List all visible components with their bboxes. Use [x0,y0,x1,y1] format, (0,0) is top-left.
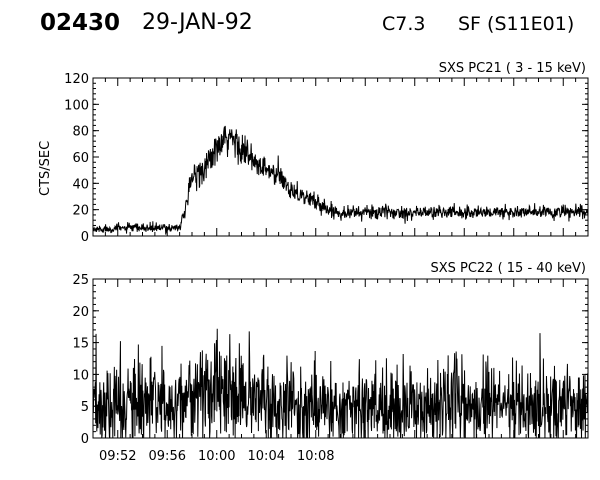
y-tick-label: 15 [72,337,89,352]
y-tick-label: 10 [72,368,89,383]
flare-location: SF (S11E01) [458,13,575,35]
series-line [92,328,589,439]
y-tick-label: 0 [81,432,89,447]
panel-title: SXS PC22 ( 15 - 40 keV) [430,261,586,276]
panel-pc21: SXS PC21 ( 3 - 15 keV) CTS/SEC 0 20 40 60 80… [38,61,589,245]
y-axis-label: CTS/SEC [38,141,53,196]
y-tick-label: 60 [72,151,89,166]
flare-class: C7.3 [382,13,426,35]
y-tick-label: 100 [64,98,89,113]
series-line [92,125,589,235]
x-tick-label: 10:00 [198,449,235,464]
y-tick-label: 5 [81,400,89,415]
y-tick-label: 80 [72,125,89,140]
panel-pc22: SXS PC22 ( 15 - 40 keV) 0 5 10 15 20 25 09:52… [72,261,589,464]
x-tick-label: 10:04 [248,449,285,464]
event-id: 02430 [40,10,121,36]
y-tick-label: 0 [81,230,89,245]
y-tick-label: 20 [72,204,89,219]
y-tick-label: 20 [72,305,89,320]
y-tick-label: 120 [64,72,89,87]
event-date: 29-JAN-92 [142,10,253,35]
panel-title: SXS PC21 ( 3 - 15 keV) [439,61,586,76]
x-tick-label: 09:56 [149,449,186,464]
x-tick-label: 10:08 [297,449,334,464]
y-tick-label: 40 [72,177,89,192]
x-tick-label: 09:52 [99,449,136,464]
y-tick-label: 25 [72,273,89,288]
